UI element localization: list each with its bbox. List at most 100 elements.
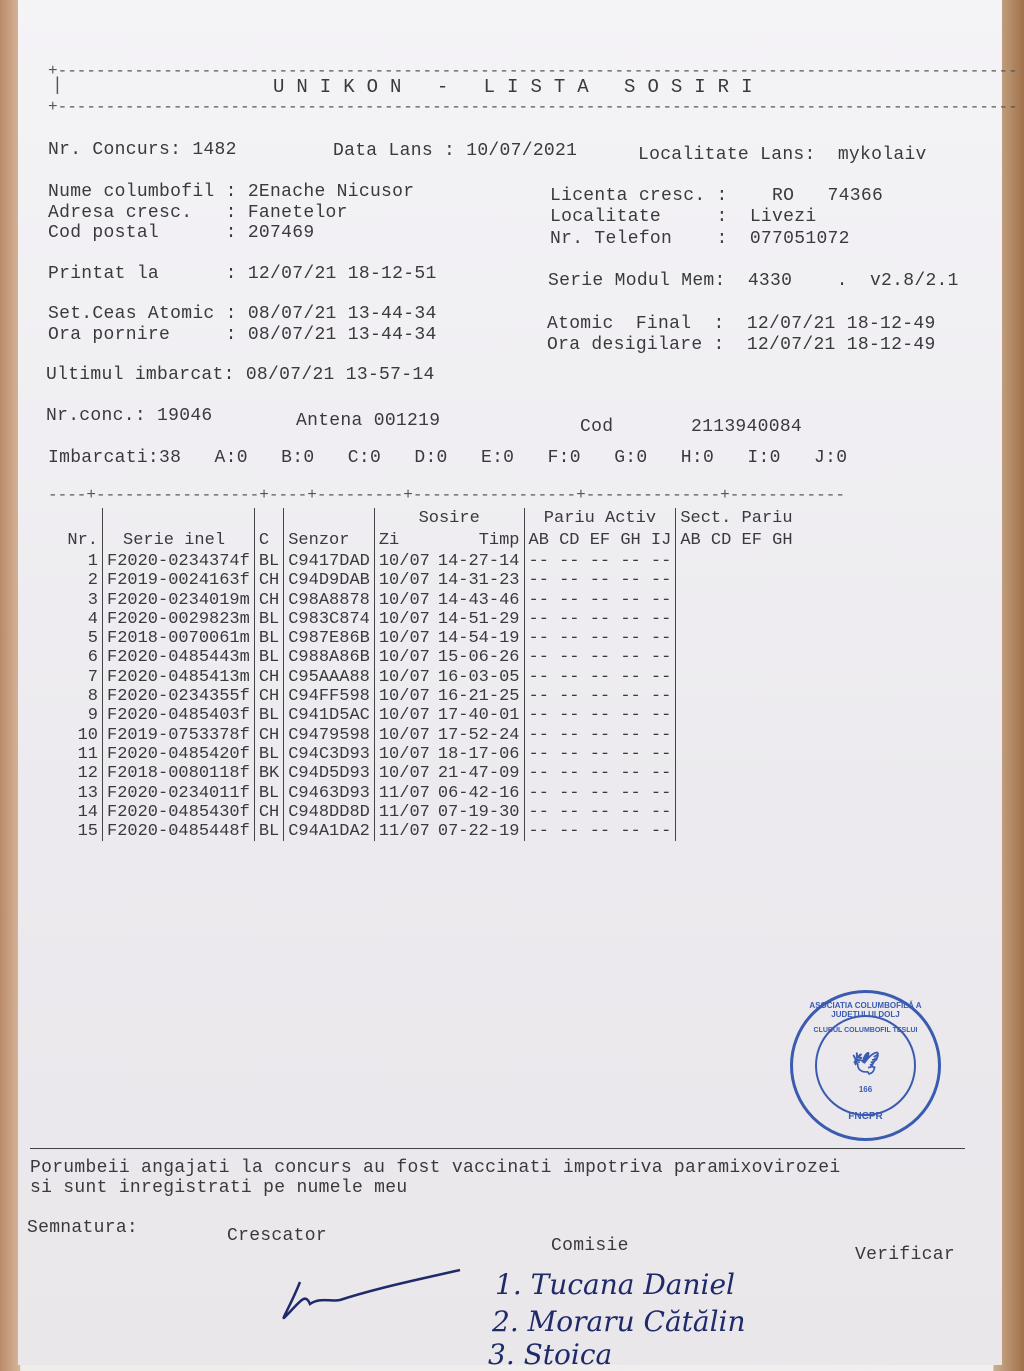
- cell-serie: F2020-0485430f: [102, 802, 255, 823]
- cell-pariu: -- -- -- -- --: [523, 590, 676, 610]
- set-ceas: Set.Ceas Atomic : 08/07/21 13-44-34: [48, 304, 437, 324]
- arrivals-table: Nr. Serie inel C Senzor Sosire Pariu Act…: [60, 508, 797, 842]
- cell-zi: 10/07: [373, 744, 434, 765]
- cell-timp: 16-03-05: [437, 667, 520, 687]
- cell-c: BL: [253, 609, 284, 630]
- cell-serie: F2020-0485448f: [102, 822, 255, 842]
- cell-pariu: -- -- -- -- --: [523, 783, 676, 803]
- page-title: U N I K O N - L I S T A S O S I R I: [273, 76, 753, 98]
- nr-conc: Nr.conc.: 19046: [46, 406, 213, 426]
- cell-c: CH: [253, 667, 284, 688]
- table-row: 10 F2019-0753378f CH C9479598 10/07 17-52-24-…: [60, 725, 797, 745]
- cell-pariu: -- -- -- -- --: [523, 667, 676, 688]
- licenta: Licenta cresc. : RO 74366: [550, 186, 884, 206]
- cell-c: CH: [253, 571, 284, 591]
- cell-c: CH: [253, 590, 284, 610]
- cell-sect: [675, 744, 797, 765]
- cell-nr: 14: [77, 802, 98, 822]
- cell-nr: 2: [87, 571, 98, 591]
- cell-pariu: -- -- -- -- --: [523, 648, 676, 668]
- cell-nr: 13: [77, 783, 98, 803]
- cell-zi: 11/07: [373, 802, 434, 823]
- nume-columbofil: Nume columbofil : 2Enache Nicusor: [48, 182, 415, 202]
- cell-senzor: C941D5AC: [283, 706, 375, 726]
- cell-serie: F2020-0234019m: [102, 590, 255, 610]
- cell-zi: 10/07: [373, 725, 434, 745]
- cell-serie: F2020-0485443m: [102, 648, 255, 668]
- cell-timp: 18-17-06: [437, 744, 520, 764]
- cell-timp: 16-21-25: [437, 687, 520, 707]
- comisie-member-3: 3. Stoica: [488, 1338, 613, 1371]
- cell-timp: 07-19-30: [437, 802, 520, 822]
- cell-c: BL: [253, 744, 284, 765]
- divider: +---------------------------------------…: [48, 62, 1018, 80]
- cell-sect: [675, 706, 797, 726]
- cell-pariu: -- -- -- -- --: [523, 802, 676, 823]
- cell-nr: 8: [87, 687, 98, 707]
- cell-timp: 06-42-16: [437, 783, 520, 803]
- antena: Antena 001219: [296, 411, 441, 431]
- cell-sect: [675, 590, 797, 610]
- cell-c: BL: [253, 822, 284, 842]
- ora-pornire: Ora pornire : 08/07/21 13-44-34: [48, 325, 437, 345]
- cell-serie: F2019-0753378f: [102, 725, 255, 745]
- table-row: 7 F2020-0485413m CH C95AAA88 10/07 16-03-05 --…: [60, 667, 797, 688]
- cell-serie: F2018-0080118f: [102, 764, 255, 784]
- cell-senzor: C9479598: [283, 725, 375, 745]
- cell-senzor: C94FF598: [283, 687, 375, 707]
- cell-sect: [675, 802, 797, 823]
- cell-c: BL: [253, 783, 284, 803]
- cell-serie: F2020-0485403f: [102, 706, 255, 726]
- crescator-label: Crescator: [227, 1226, 327, 1246]
- verificar-label: Verificar: [855, 1245, 955, 1265]
- semnatura-label: Semnatura:: [27, 1218, 139, 1238]
- table-row: 5 F2018-0070061m BL C987E86B 10/07 14-54-19 --…: [60, 629, 797, 649]
- table-row: 2 F2019-0024163f CH C94D9DAB 10/07 14-31-23 --…: [60, 571, 797, 591]
- crescator-signature: [282, 1268, 461, 1320]
- localitate-lans: Localitate Lans: mykolaiv: [638, 145, 927, 165]
- cell-pariu: -- -- -- -- --: [523, 706, 676, 726]
- cell-serie: F2020-0485413m: [102, 667, 255, 688]
- cell-sect: [675, 571, 797, 591]
- cell-timp: 14-54-19: [437, 629, 520, 649]
- table-row: 14 F2020-0485430f CH C948DD8D 11/07 07-19-30-…: [60, 802, 797, 823]
- cell-nr: 4: [87, 609, 98, 629]
- cell-sect: [675, 667, 797, 688]
- cell-serie: F2019-0024163f: [102, 571, 255, 591]
- cell-sect: [675, 552, 797, 572]
- cell-senzor: C987E86B: [283, 629, 375, 649]
- cell-zi: 11/07: [373, 783, 434, 803]
- table-row: 8 F2020-0234355f CH C94FF598 10/07 16-21-25 --…: [60, 687, 797, 707]
- cell-c: CH: [253, 687, 284, 707]
- cell-pariu: -- -- -- -- --: [523, 571, 676, 591]
- cell-timp: 17-40-01: [437, 706, 520, 726]
- cell-nr: 7: [87, 667, 98, 687]
- cell-nr: 1: [87, 552, 98, 571]
- table-row: 15 F2020-0485448f BL C94A1DA2 11/07 07-22-19-…: [60, 822, 797, 842]
- divider: +---------------------------------------…: [48, 98, 1018, 116]
- cell-nr: 5: [87, 629, 98, 649]
- comisie-member-2: 2. Moraru Cătălin: [492, 1305, 746, 1338]
- imbarcati: Imbarcati:38 A:0 B:0 C:0 D:0 E:0 F:0 G:0…: [48, 448, 848, 468]
- telefon: Nr. Telefon : 077051072: [550, 229, 850, 249]
- divider: ----+-----------------+----+---------+--…: [48, 486, 845, 504]
- cell-senzor: C9463D93: [283, 783, 375, 803]
- cell-sect: [675, 764, 797, 784]
- adresa: Adresa cresc. : Fanetelor: [48, 203, 348, 223]
- cell-senzor: C988A86B: [283, 648, 375, 668]
- cell-zi: 10/07: [373, 706, 434, 726]
- cell-sect: [675, 725, 797, 745]
- cell-pariu: -- -- -- -- --: [523, 822, 676, 842]
- cell-serie: F2020-0234355f: [102, 687, 255, 707]
- table-row: 6 F2020-0485443m BL C988A86B 10/07 15-06-26 --…: [60, 648, 797, 668]
- cell-serie: F2018-0070061m: [102, 629, 255, 649]
- comisie-label: Comisie: [551, 1236, 629, 1256]
- cell-zi: 10/07: [373, 648, 434, 668]
- table-row: 3 F2020-0234019m CH C98A8878 10/07 14-43-46 --…: [60, 590, 797, 610]
- cell-c: BL: [253, 552, 284, 572]
- comisie-member-1: 1. Tucana Daniel: [495, 1268, 735, 1301]
- ora-desigilare: Ora desigilare : 12/07/21 18-12-49: [547, 335, 936, 355]
- cell-nr: 11: [77, 744, 98, 764]
- cell-pariu: -- -- -- -- --: [523, 552, 676, 572]
- cell-nr: 10: [77, 725, 98, 745]
